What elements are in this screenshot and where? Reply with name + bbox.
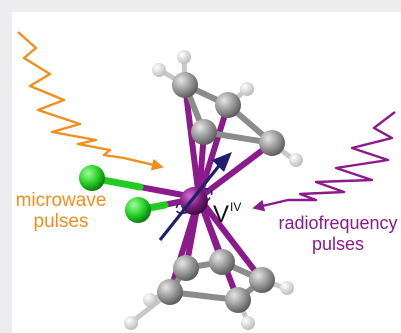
radiofrequency-wave bbox=[252, 111, 396, 212]
oxidation-state: IV bbox=[230, 200, 242, 214]
microwave-wave bbox=[17, 31, 164, 171]
panel-edge-left bbox=[0, 0, 12, 333]
panel-edge-top bbox=[0, 0, 401, 12]
microwave-pulses-label: microwave pulses bbox=[15, 190, 107, 232]
radiofrequency-pulses-label: radiofrequency pulses bbox=[278, 213, 398, 254]
carbon-atoms bbox=[157, 72, 285, 313]
vanadium-label: VIV bbox=[213, 200, 242, 228]
spin-arrow bbox=[158, 152, 232, 241]
chlorine-atoms bbox=[79, 165, 151, 223]
hydrogen-atoms bbox=[124, 50, 303, 330]
